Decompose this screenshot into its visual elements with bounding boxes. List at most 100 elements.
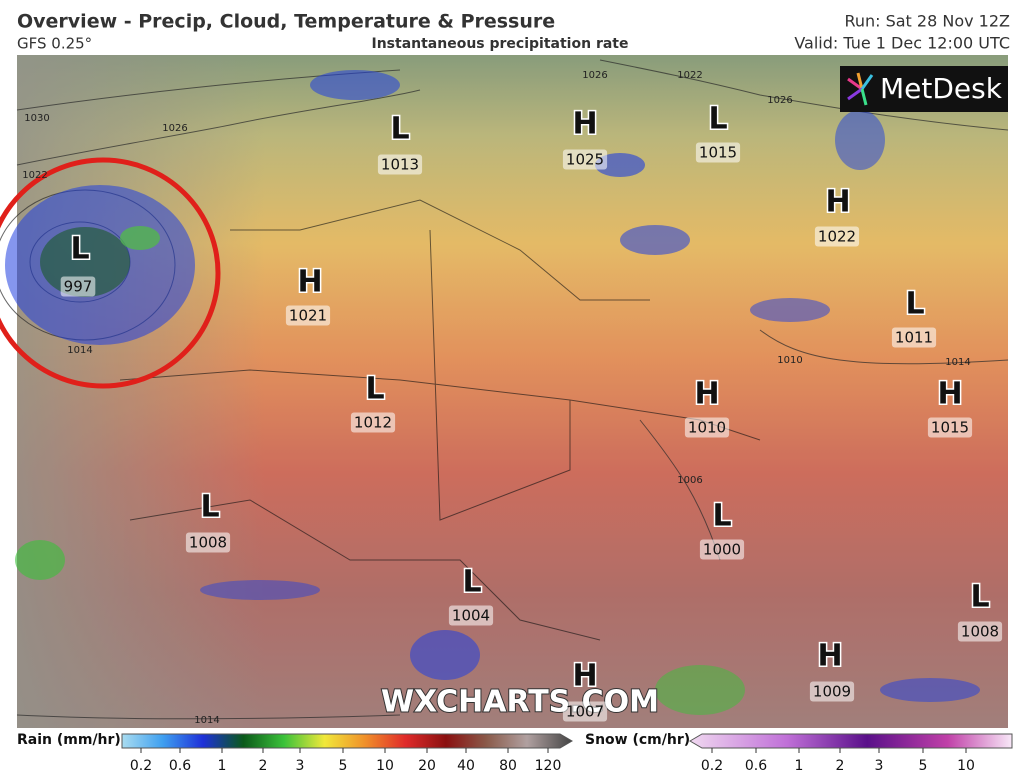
isobar-label: 1006 [677, 475, 702, 486]
pressure-value-bg [562, 149, 608, 170]
isobar-label: 1022 [677, 70, 702, 81]
pressure-letter: L [390, 112, 409, 147]
isobar-label: 1014 [194, 715, 219, 726]
pressure-value: 1000 [703, 541, 741, 559]
pressure-value: 997 [64, 278, 93, 296]
pressure-value-bg [185, 532, 231, 553]
rain-label: 1 [218, 758, 227, 774]
valid-time: Valid: Tue 1 Dec 12:00 UTC [794, 34, 1010, 53]
rain-area [410, 630, 480, 680]
rain-label: 40 [457, 758, 475, 774]
isobar-label: 1014 [945, 357, 970, 368]
isobar [16, 89, 421, 166]
snow-legend-title: Snow (cm/hr) [585, 732, 690, 748]
rain-label: 2 [259, 758, 268, 774]
pressure-letter: L [712, 499, 731, 534]
rain-label: 0.6 [169, 758, 191, 774]
pressure-letter: H [297, 265, 322, 300]
snow-label: 2 [836, 758, 845, 774]
pressure-value-bg [891, 327, 937, 348]
pressure-letter: H [937, 377, 962, 412]
pressure-value-bg [285, 305, 331, 326]
pressure-value: 1009 [813, 683, 851, 701]
run-time: Run: Sat 28 Nov 12Z [844, 12, 1010, 31]
pressure-letter: H [817, 639, 842, 674]
pressure-value: 1011 [895, 329, 933, 347]
isobar-label: 1026 [767, 95, 792, 106]
pressure-value-bg [814, 226, 860, 247]
rain-label: 20 [418, 758, 436, 774]
title: Overview - Precip, Cloud, Temperature & … [17, 11, 555, 33]
pressure-value: 1008 [961, 623, 999, 641]
pressure-value: 1022 [818, 228, 856, 246]
logo-text: MetDesk [880, 72, 1003, 105]
model: GFS 0.25° [17, 35, 92, 53]
pressure-letter: H [572, 659, 597, 694]
logo-box [840, 66, 1008, 112]
isobar-label: 1026 [162, 123, 187, 134]
rain-scale [121, 733, 573, 749]
isobar [599, 59, 1009, 131]
pressure-value: 1008 [189, 534, 227, 552]
snow-label: 1 [795, 758, 804, 774]
rain-legend-title: Rain (mm/hr) [17, 732, 121, 748]
pressure-value-bg [60, 276, 96, 297]
pressure-letter: L [970, 580, 989, 615]
snow-label: 10 [957, 758, 975, 774]
rain-area [200, 580, 320, 600]
pressure-value-bg [684, 417, 730, 438]
pressure-value-bg [562, 701, 608, 722]
border [129, 499, 601, 641]
highlight-circle [0, 157, 221, 389]
pressure-value: 1010 [688, 419, 726, 437]
border [429, 229, 571, 521]
cloud-overlay [17, 55, 1008, 728]
watermark: WXCHARTS.COM [381, 685, 659, 720]
pressure-value-bg [699, 539, 745, 560]
pressure-letter: L [462, 565, 481, 600]
isobar-label: 1022 [22, 170, 47, 181]
pressure-letter: L [200, 490, 219, 525]
ocean-shade [17, 55, 1008, 728]
pressure-value: 1021 [289, 307, 327, 325]
rain-label: 5 [339, 758, 348, 774]
pressure-value-bg [957, 621, 1003, 642]
pressure-value-bg [448, 605, 494, 626]
isobar-label: 1010 [777, 355, 802, 366]
pressure-value: 1025 [566, 151, 604, 169]
isobar-label: 1030 [24, 113, 49, 124]
rain-label: 3 [296, 758, 305, 774]
pressure-value: 1004 [452, 607, 490, 625]
snow-label: 5 [919, 758, 928, 774]
pressure-value-bg [927, 417, 973, 438]
pressure-value-bg [695, 142, 741, 163]
rain-area [880, 678, 980, 702]
pressure-value-bg [377, 154, 423, 175]
snow-label: 0.2 [701, 758, 723, 774]
pressure-value: 1007 [566, 703, 604, 721]
isobar [759, 329, 1009, 365]
subtitle: Instantaneous precipitation rate [372, 36, 629, 52]
rain-area [835, 110, 885, 170]
pressure-letter: H [694, 377, 719, 412]
pressure-letter: L [365, 372, 384, 407]
pressure-value-bg [809, 681, 855, 702]
isobar-label: 1014 [67, 345, 92, 356]
pressure-value: 1013 [381, 156, 419, 174]
border [230, 199, 650, 301]
pressure-letter: L [70, 232, 89, 267]
pressure-letter: H [825, 185, 850, 220]
precipitation [5, 70, 980, 715]
snow-label: 0.6 [745, 758, 767, 774]
snow-label: 3 [875, 758, 884, 774]
pressure-letter: L [708, 102, 727, 137]
rain-label: 0.2 [130, 758, 152, 774]
pressure-value: 1012 [354, 414, 392, 432]
rain-label: 10 [376, 758, 394, 774]
isobar-label: 1026 [582, 70, 607, 81]
rain-label: 120 [535, 758, 562, 774]
logo-mark [847, 72, 874, 106]
rain-area [750, 298, 830, 322]
rain-area [595, 153, 645, 177]
